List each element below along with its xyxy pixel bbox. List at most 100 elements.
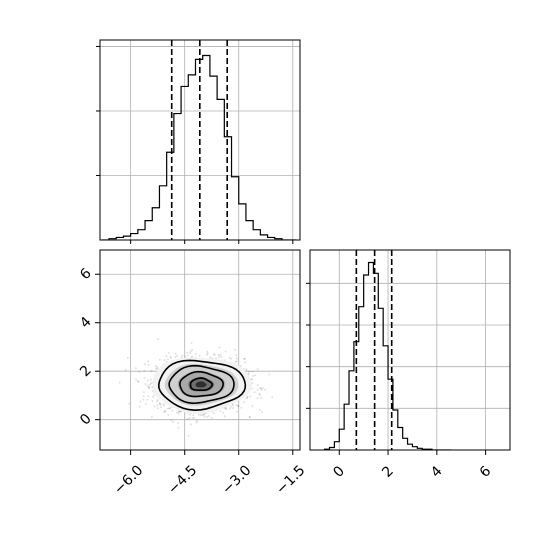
- scatter-point: [229, 405, 232, 408]
- scatter-point: [184, 355, 187, 358]
- scatter-point: [248, 416, 251, 419]
- x-tick-label: 0: [330, 463, 348, 481]
- panel-frame: [309, 249, 511, 451]
- contour-line: [189, 377, 213, 391]
- scatter-point: [248, 416, 251, 418]
- scatter-point: [142, 395, 145, 397]
- scatter-point: [256, 397, 259, 400]
- scatter-point: [147, 395, 150, 398]
- scatter-point: [271, 396, 274, 399]
- scatter-point: [256, 388, 259, 391]
- scatter-point: [188, 416, 191, 419]
- scatter-point: [206, 352, 209, 355]
- scatter-point: [212, 353, 215, 356]
- scatter-point: [143, 376, 146, 379]
- scatter-point: [124, 368, 127, 371]
- scatter-point: [156, 404, 159, 407]
- scatter-point: [215, 357, 218, 360]
- scatter-point: [229, 407, 232, 410]
- scatter-point: [179, 410, 182, 413]
- scatter-point: [174, 352, 177, 355]
- scatter-point: [174, 355, 177, 358]
- scatter-point: [195, 421, 198, 424]
- scatter-point: [142, 391, 145, 394]
- scatter-point: [168, 407, 171, 410]
- scatter-point: [171, 409, 174, 412]
- scatter-point: [224, 350, 227, 353]
- scatter-point: [206, 416, 209, 418]
- scatter-point: [246, 396, 249, 399]
- scatter-point: [147, 360, 149, 363]
- scatter-point: [128, 402, 131, 405]
- histogram-y-series: [324, 261, 452, 450]
- scatter-point: [186, 351, 189, 354]
- scatter-point: [150, 369, 153, 372]
- scatter-point: [193, 416, 196, 419]
- scatter-point: [156, 407, 159, 410]
- x-tick-label: −6.0: [111, 462, 146, 497]
- panel-frame: [99, 249, 301, 451]
- scatter-point: [245, 369, 248, 372]
- scatter-point: [268, 373, 271, 376]
- scatter-point: [126, 356, 129, 359]
- scatter-point: [235, 354, 238, 357]
- scatter-point: [213, 353, 216, 356]
- scatter-point: [154, 364, 157, 367]
- contour-line: [157, 359, 247, 412]
- scatter-point: [237, 405, 240, 408]
- scatter-point: [146, 398, 149, 401]
- scatter-point: [144, 383, 147, 385]
- scatter-point: [205, 353, 208, 356]
- scatter-point: [158, 402, 161, 405]
- scatter-point: [222, 411, 225, 414]
- scatter-point: [223, 415, 226, 418]
- scatter-point: [181, 354, 184, 357]
- scatter-point: [191, 349, 194, 351]
- scatter-point: [156, 399, 159, 401]
- scatter-point: [218, 346, 221, 349]
- scatter-point: [144, 363, 146, 366]
- scatter-point: [160, 406, 163, 409]
- scatter-point: [162, 403, 165, 406]
- scatter-point: [165, 355, 168, 357]
- scatter-point: [118, 381, 121, 384]
- scatter-point: [209, 356, 212, 359]
- scatter-point: [231, 404, 234, 407]
- scatter-point: [251, 370, 254, 373]
- scatter-point: [156, 365, 159, 368]
- scatter-point: [152, 394, 155, 397]
- scatter-point: [251, 382, 254, 385]
- scatter-point: [224, 407, 227, 410]
- x-tick-label: −4.5: [165, 462, 200, 497]
- scatter-point: [186, 418, 189, 420]
- scatter-point: [190, 341, 193, 344]
- scatter-point: [138, 370, 141, 373]
- scatter-point: [170, 419, 173, 422]
- scatter-point: [235, 360, 238, 363]
- scatter-point: [210, 416, 213, 419]
- scatter-point: [135, 378, 138, 381]
- scatter-point: [164, 410, 167, 413]
- scatter-point: [146, 379, 149, 382]
- scatter-point: [245, 397, 248, 400]
- scatter-point: [164, 409, 166, 412]
- scatter-point: [261, 411, 264, 414]
- scatter-point: [139, 400, 142, 403]
- scatter-point: [146, 384, 149, 387]
- scatter-point: [220, 355, 223, 358]
- y-tick-label: 4: [77, 314, 95, 332]
- scatter-point: [228, 356, 231, 359]
- y-tick-label: 2: [77, 362, 95, 380]
- scatter-point: [149, 383, 152, 386]
- scatter-point: [189, 352, 191, 354]
- scatter-point: [258, 408, 261, 411]
- scatter-point: [253, 374, 256, 377]
- scatter-point: [149, 382, 152, 385]
- contour-line: [168, 364, 235, 405]
- scatter-point: [230, 357, 233, 360]
- scatter-point: [239, 365, 242, 368]
- scatter-point: [259, 387, 262, 390]
- scatter-point: [219, 409, 222, 412]
- scatter-point: [172, 420, 175, 423]
